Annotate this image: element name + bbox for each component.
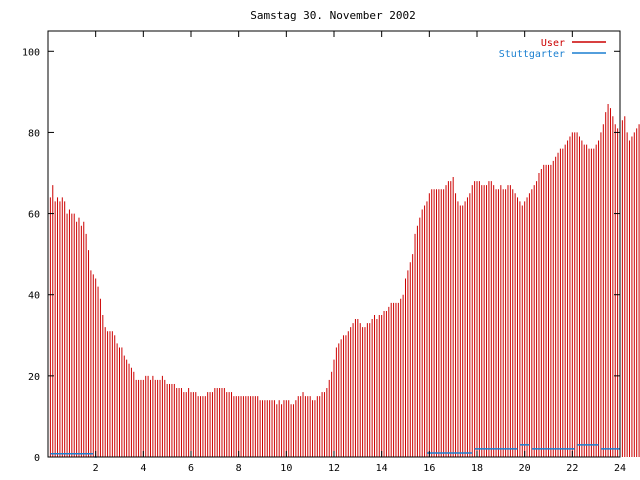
x-tick-label: 4 bbox=[140, 463, 146, 474]
legend-user-label: User bbox=[541, 38, 565, 49]
x-tick-label: 2 bbox=[93, 463, 99, 474]
x-tick-label: 8 bbox=[236, 463, 242, 474]
y-tick-label: 60 bbox=[28, 210, 40, 221]
legend: User Stuttgarter bbox=[499, 38, 606, 60]
x-tick-label: 10 bbox=[280, 463, 292, 474]
y-tick-label: 0 bbox=[34, 453, 40, 464]
x-tick-label: 16 bbox=[423, 463, 435, 474]
user-bars bbox=[47, 104, 640, 457]
legend-stuttgarter-label: Stuttgarter bbox=[499, 49, 565, 60]
x-tick-label: 22 bbox=[566, 463, 578, 474]
y-tick-label: 100 bbox=[22, 47, 40, 58]
x-tick-label: 12 bbox=[328, 463, 340, 474]
y-tick-label: 80 bbox=[28, 128, 40, 139]
x-tick-label: 18 bbox=[471, 463, 483, 474]
y-tick-label: 20 bbox=[28, 372, 40, 383]
stuttgarter-line bbox=[50, 444, 620, 458]
x-tick-label: 6 bbox=[188, 463, 194, 474]
x-tick-label: 24 bbox=[614, 463, 626, 474]
y-tick-label: 40 bbox=[28, 291, 40, 302]
x-tick-label: 14 bbox=[376, 463, 388, 474]
x-tick-label: 20 bbox=[519, 463, 531, 474]
chart-title: Samstag 30. November 2002 bbox=[250, 9, 416, 22]
